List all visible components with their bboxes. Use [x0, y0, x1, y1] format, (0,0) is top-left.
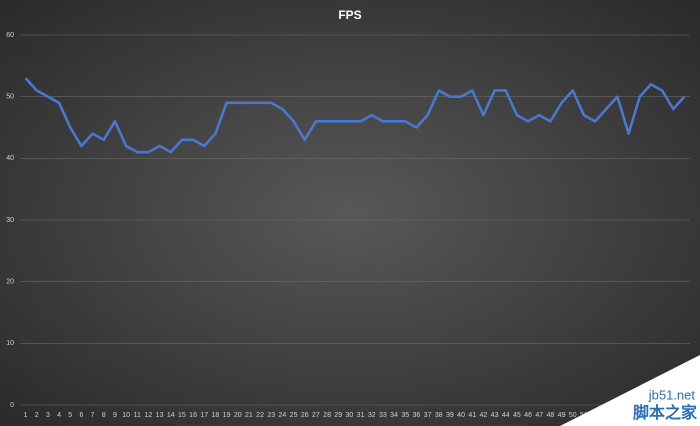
- x-tick-label: 29: [334, 412, 342, 419]
- x-tick-label: 7: [91, 412, 95, 419]
- x-tick-label: 15: [178, 412, 186, 419]
- x-tick-label: 50: [569, 412, 577, 419]
- x-tick-label: 41: [468, 412, 476, 419]
- chart-title: FPS: [338, 8, 361, 22]
- x-tick-label: 18: [212, 412, 220, 419]
- y-tick-label: 10: [6, 340, 14, 347]
- x-tick-label: 2: [35, 412, 39, 419]
- x-tick-label: 32: [368, 412, 376, 419]
- x-tick-label: 19: [223, 412, 231, 419]
- x-tick-label: 30: [346, 412, 354, 419]
- x-tick-label: 6: [79, 412, 83, 419]
- x-tick-label: 11: [134, 412, 141, 419]
- x-tick-label: 42: [480, 412, 488, 419]
- x-tick-label: 5: [68, 412, 72, 419]
- x-tick-label: 12: [145, 412, 153, 419]
- x-tick-label: 46: [524, 412, 532, 419]
- x-tick-label: 31: [357, 412, 365, 419]
- y-tick-label: 60: [6, 32, 14, 39]
- y-tick-label: 20: [6, 279, 14, 286]
- watermark-url: jb51.net: [648, 387, 696, 402]
- x-tick-label: 23: [267, 412, 275, 419]
- x-tick-label: 36: [413, 412, 421, 419]
- x-tick-label: 48: [547, 412, 555, 419]
- x-tick-label: 47: [535, 412, 543, 419]
- x-tick-label: 9: [113, 412, 117, 419]
- x-tick-label: 27: [312, 412, 320, 419]
- x-tick-label: 26: [301, 412, 309, 419]
- x-tick-label: 10: [122, 412, 130, 419]
- x-tick-label: 28: [323, 412, 331, 419]
- x-tick-label: 14: [167, 412, 175, 419]
- x-tick-label: 43: [491, 412, 499, 419]
- watermark-name: 脚本之家: [633, 403, 698, 422]
- y-tick-label: 30: [6, 217, 14, 224]
- x-tick-label: 1: [24, 412, 28, 419]
- x-tick-label: 44: [502, 412, 510, 419]
- x-tick-label: 35: [401, 412, 409, 419]
- x-tick-label: 37: [424, 412, 432, 419]
- x-tick-label: 16: [189, 412, 197, 419]
- x-tick-label: 33: [379, 412, 387, 419]
- watermark-bg: [560, 355, 700, 426]
- x-tick-label: 34: [390, 412, 398, 419]
- x-tick-label: 49: [558, 412, 566, 419]
- x-tick-label: 8: [102, 412, 106, 419]
- data-line: [24, 77, 686, 154]
- x-tick-label: 20: [234, 412, 242, 419]
- x-tick-label: 45: [513, 412, 521, 419]
- x-tick-label: 21: [245, 412, 253, 419]
- x-tick-label: 22: [256, 412, 264, 419]
- x-tick-label: 38: [435, 412, 443, 419]
- x-tick-label: 40: [457, 412, 465, 419]
- x-tick-label: 25: [290, 412, 298, 419]
- x-tick-label: 4: [57, 412, 61, 419]
- x-tick-label: 39: [446, 412, 454, 419]
- y-tick-label: 50: [6, 94, 14, 101]
- y-tick-label: 40: [6, 155, 14, 162]
- x-tick-label: 3: [46, 412, 50, 419]
- x-tick-label: 17: [200, 412, 208, 419]
- x-tick-label: 24: [279, 412, 287, 419]
- x-tick-label: 13: [156, 412, 164, 419]
- y-tick-label: 0: [10, 402, 14, 409]
